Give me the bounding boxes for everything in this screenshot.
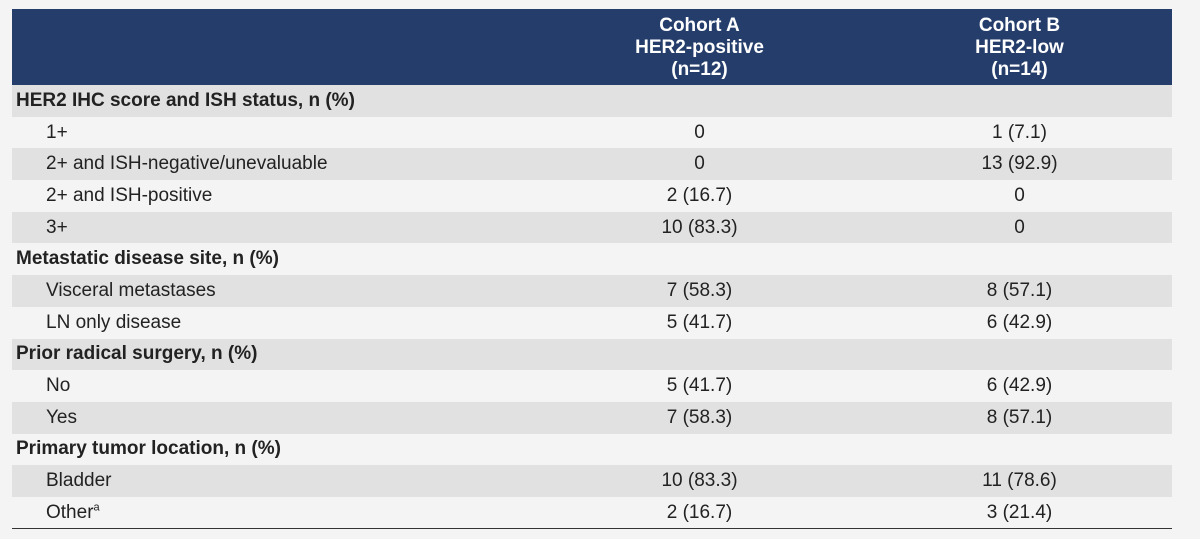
cohort-a-n: (n=12) bbox=[671, 59, 728, 80]
table-header-row: Cohort A HER2-positive (n=12) Cohort B H… bbox=[12, 9, 1172, 85]
row-label: 3+ bbox=[12, 211, 532, 244]
cohort-a-subtype: HER2-positive bbox=[635, 37, 764, 58]
cohort-b-value: 6 (42.9) bbox=[867, 306, 1172, 339]
cohort-a-value: 2 (16.7) bbox=[532, 180, 867, 212]
table-row: 1+ 0 1 (7.1) bbox=[12, 116, 1172, 149]
row-label-text: Other bbox=[46, 501, 94, 523]
cohort-a-value: 5 (41.7) bbox=[532, 306, 867, 339]
row-label: LN only disease bbox=[12, 306, 532, 339]
row-label: No bbox=[12, 370, 532, 402]
table-row: Bladder 10 (83.3) 11 (78.6) bbox=[12, 465, 1172, 497]
table-row: No 5 (41.7) 6 (42.9) bbox=[12, 370, 1172, 402]
cohort-a-value: 10 (83.3) bbox=[532, 465, 867, 497]
header-cohort-b: Cohort B HER2-low (n=14) bbox=[867, 9, 1172, 85]
row-label: 2+ and ISH-negative/unevaluable bbox=[12, 148, 532, 181]
cohort-b-value bbox=[867, 85, 1172, 117]
cohort-b-value: 3 (21.4) bbox=[867, 496, 1172, 530]
section-row: Metastatic disease site, n (%) bbox=[12, 243, 1172, 276]
cohort-a-name: Cohort A bbox=[659, 15, 740, 36]
table-row: Yes 7 (58.3) 8 (57.1) bbox=[12, 401, 1172, 434]
cohort-b-value bbox=[867, 338, 1172, 371]
cohort-b-value: 8 (57.1) bbox=[867, 275, 1172, 307]
cohort-a-value bbox=[532, 338, 867, 371]
row-label: HER2 IHC score and ISH status, n (%) bbox=[12, 85, 532, 117]
table-row: Othera 2 (16.7) 3 (21.4) bbox=[12, 496, 1172, 530]
cohort-b-value: 13 (92.9) bbox=[867, 148, 1172, 181]
cohort-b-value: 0 bbox=[867, 180, 1172, 212]
cohort-a-value bbox=[532, 433, 867, 466]
cohort-a-value bbox=[532, 243, 867, 276]
row-label: 1+ bbox=[12, 116, 532, 149]
cohort-a-value: 5 (41.7) bbox=[532, 370, 867, 402]
cohort-b-value: 6 (42.9) bbox=[867, 370, 1172, 402]
cohort-a-value: 2 (16.7) bbox=[532, 496, 867, 530]
cohort-a-value: 7 (58.3) bbox=[532, 275, 867, 307]
cohort-b-value: 0 bbox=[867, 211, 1172, 244]
section-row: Primary tumor location, n (%) bbox=[12, 433, 1172, 466]
cohort-b-value: 1 (7.1) bbox=[867, 116, 1172, 149]
footnote-marker: a bbox=[93, 501, 100, 514]
row-label: Metastatic disease site, n (%) bbox=[12, 243, 532, 276]
cohort-a-value: 7 (58.3) bbox=[532, 401, 867, 434]
row-label: Primary tumor location, n (%) bbox=[12, 433, 532, 466]
cohort-a-value: 0 bbox=[532, 148, 867, 181]
row-label: Othera bbox=[12, 496, 532, 530]
cohort-b-value bbox=[867, 433, 1172, 466]
table-row: Visceral metastases 7 (58.3) 8 (57.1) bbox=[12, 275, 1172, 307]
row-label: Yes bbox=[12, 401, 532, 434]
cohort-b-value: 11 (78.6) bbox=[867, 465, 1172, 497]
table-row: LN only disease 5 (41.7) 6 (42.9) bbox=[12, 306, 1172, 339]
cohort-a-value bbox=[532, 85, 867, 117]
cohort-b-subtype: HER2-low bbox=[975, 37, 1064, 58]
row-label: Bladder bbox=[12, 465, 532, 497]
section-row: Prior radical surgery, n (%) bbox=[12, 338, 1172, 371]
header-label-cell bbox=[12, 9, 532, 85]
cohort-b-value: 8 (57.1) bbox=[867, 401, 1172, 434]
section-row: HER2 IHC score and ISH status, n (%) bbox=[12, 85, 1172, 117]
row-label: 2+ and ISH-positive bbox=[12, 180, 532, 212]
cohort-a-value: 0 bbox=[532, 116, 867, 149]
header-cohort-a: Cohort A HER2-positive (n=12) bbox=[532, 9, 867, 85]
cohort-b-n: (n=14) bbox=[991, 59, 1048, 80]
cohort-a-value: 10 (83.3) bbox=[532, 211, 867, 244]
table-row: 2+ and ISH-negative/unevaluable 0 13 (92… bbox=[12, 148, 1172, 181]
cohort-b-value bbox=[867, 243, 1172, 276]
baseline-characteristics-table: Cohort A HER2-positive (n=12) Cohort B H… bbox=[12, 9, 1172, 530]
table-row: 3+ 10 (83.3) 0 bbox=[12, 211, 1172, 244]
table-row: 2+ and ISH-positive 2 (16.7) 0 bbox=[12, 180, 1172, 212]
row-label: Prior radical surgery, n (%) bbox=[12, 338, 532, 371]
row-label: Visceral metastases bbox=[12, 275, 532, 307]
slide: Cohort A HER2-positive (n=12) Cohort B H… bbox=[12, 9, 1172, 530]
cohort-b-name: Cohort B bbox=[978, 15, 1061, 36]
